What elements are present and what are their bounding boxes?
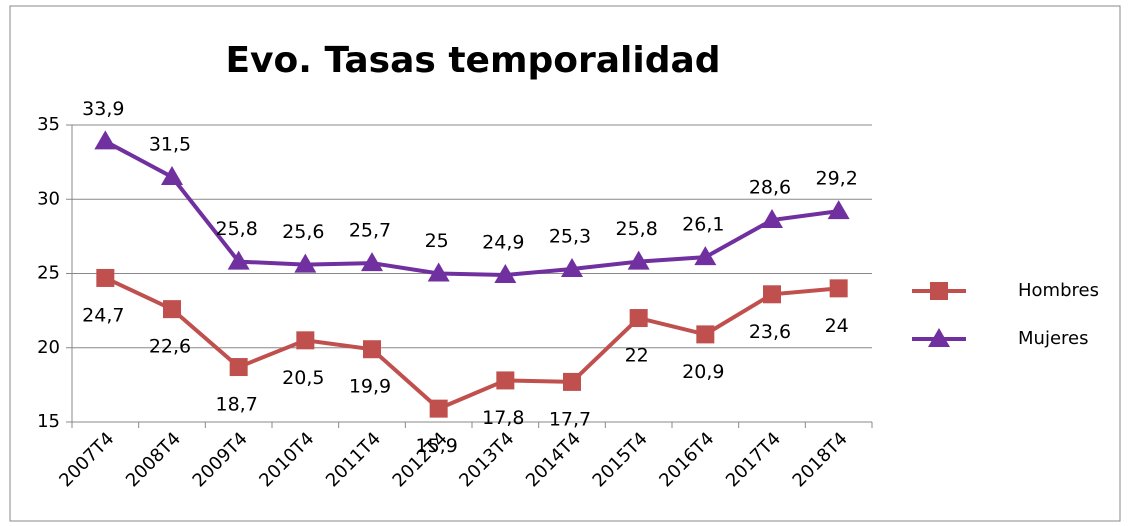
series-line [104, 276, 839, 411]
data-label: 29,2 [816, 168, 858, 190]
point [161, 165, 183, 185]
chart-frame [9, 5, 1121, 522]
data-label: 20,9 [682, 361, 724, 383]
data-label: 22,6 [149, 336, 191, 358]
data-label: 25,8 [616, 218, 658, 240]
data-label: 25,8 [216, 218, 258, 240]
data-label: 28,6 [749, 177, 791, 199]
chart-title: Evo. Tasas temporalidad [225, 40, 720, 81]
data-label: 24,7 [82, 304, 124, 326]
data-label: 33,9 [82, 98, 124, 120]
point [163, 300, 181, 319]
point [94, 130, 117, 150]
data-label: 24 [825, 315, 849, 337]
data-label: 18,7 [216, 394, 258, 416]
y-tick-label: 25 [37, 263, 60, 284]
point [561, 258, 583, 278]
point [627, 250, 650, 270]
y-tick-label: 30 [37, 188, 60, 209]
data-label: 23,6 [749, 321, 791, 343]
point [296, 331, 315, 350]
point [827, 200, 850, 220]
point [96, 268, 115, 287]
point [229, 358, 248, 377]
point [761, 209, 783, 229]
data-label: 25,7 [349, 220, 391, 242]
legend-marker [930, 282, 948, 300]
point [629, 309, 648, 328]
point [496, 371, 515, 390]
point [763, 285, 781, 304]
data-label: 25,3 [549, 226, 591, 248]
y-tick-label: 35 [37, 114, 60, 135]
point [427, 262, 450, 282]
data-label: 24,9 [482, 231, 524, 253]
data-label: 22 [625, 345, 649, 367]
point [429, 399, 448, 418]
data-label: 19,9 [349, 376, 391, 398]
point [696, 325, 715, 344]
data-label: 26,1 [682, 214, 724, 236]
data-label: 17,7 [549, 408, 591, 430]
point [494, 263, 517, 283]
data-label: 25,6 [282, 221, 324, 243]
point [363, 340, 381, 359]
data-label: 31,5 [149, 133, 191, 155]
legend-label: Mujeres [1018, 328, 1088, 349]
point [829, 279, 848, 298]
point [227, 250, 250, 270]
point [294, 253, 317, 273]
data-label: 25 [425, 230, 449, 252]
point [694, 246, 717, 266]
data-label: 17,8 [482, 407, 524, 429]
series-line [104, 139, 839, 277]
legend-label: Hombres [1018, 280, 1099, 301]
point [361, 252, 383, 272]
legend-marker [928, 328, 950, 347]
data-label: 20,5 [282, 367, 324, 389]
y-tick-label: 15 [37, 411, 60, 432]
data-label: 15,9 [416, 435, 458, 457]
point [563, 372, 581, 391]
y-tick-label: 20 [37, 337, 60, 358]
